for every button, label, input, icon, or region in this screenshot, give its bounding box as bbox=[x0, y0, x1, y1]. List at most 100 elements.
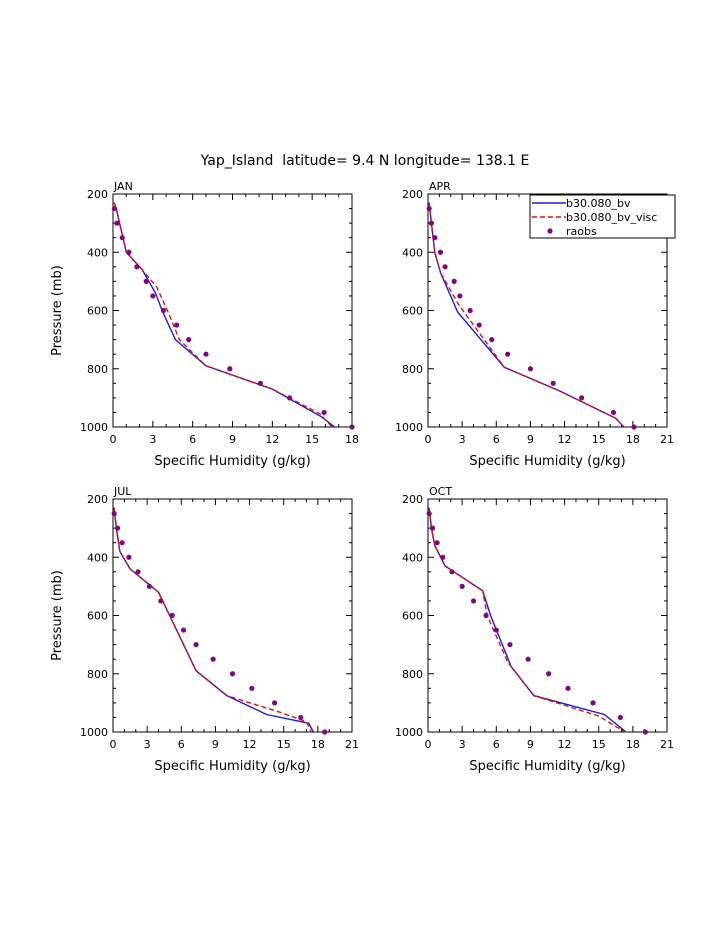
raobs-point bbox=[321, 409, 327, 416]
x-tick-label: 0 bbox=[110, 433, 117, 446]
raobs-point bbox=[437, 249, 444, 255]
raobs-point bbox=[114, 525, 121, 531]
legend-label: b30.080_bv_visc bbox=[566, 211, 657, 224]
raobs-point bbox=[546, 671, 552, 677]
raobs-point bbox=[272, 700, 278, 706]
raobs-point bbox=[322, 729, 328, 735]
x-tick-label: 3 bbox=[459, 433, 466, 446]
raobs-point bbox=[160, 307, 167, 314]
x-tick-label: 21 bbox=[345, 738, 359, 751]
y-axis-label: Pressure (mb) bbox=[50, 570, 65, 661]
raobs-point bbox=[249, 685, 255, 691]
raobs-point bbox=[111, 205, 117, 212]
panel-title: JAN bbox=[113, 180, 133, 193]
x-tick-label: 21 bbox=[660, 738, 674, 751]
panel-title: JUL bbox=[113, 485, 132, 498]
y-tick-label: 400 bbox=[87, 551, 108, 564]
y-tick-label: 600 bbox=[87, 610, 108, 623]
raobs-point bbox=[467, 307, 473, 314]
raobs-point bbox=[642, 729, 648, 735]
x-tick-label: 6 bbox=[178, 738, 185, 751]
y-tick-label: 400 bbox=[402, 551, 423, 564]
raobs-point bbox=[143, 278, 149, 284]
raobs-point bbox=[489, 337, 495, 343]
series-line-b30-080-bv bbox=[113, 507, 314, 733]
panel-oct: 0 3 6 9 12 15 18 21 200 400 600 800 1000 OCT Specific … bbox=[395, 485, 674, 774]
series-line-b30-080-bv-visc bbox=[428, 202, 625, 428]
raobs-point bbox=[525, 656, 531, 662]
raobs-point bbox=[286, 395, 293, 401]
x-tick-label: 12 bbox=[558, 738, 572, 751]
y-tick-label: 200 bbox=[87, 493, 108, 506]
raobs-point bbox=[590, 700, 596, 706]
raobs-point bbox=[126, 249, 132, 255]
raobs-point bbox=[169, 612, 175, 619]
y-tick-label: 400 bbox=[402, 246, 423, 259]
raobs-point bbox=[429, 525, 436, 531]
x-tick-label: 9 bbox=[527, 433, 534, 446]
raobs-point bbox=[507, 642, 513, 648]
x-tick-label: 0 bbox=[425, 738, 432, 751]
y-tick-label: 200 bbox=[402, 188, 423, 201]
x-axis-label: Specific Humidity (g/kg) bbox=[154, 454, 310, 469]
x-tick-label: 3 bbox=[149, 433, 156, 446]
series-line-b30-080-bv-visc bbox=[113, 202, 333, 428]
x-axis-label: Specific Humidity (g/kg) bbox=[154, 759, 310, 774]
raobs-point bbox=[134, 264, 140, 270]
x-tick-label: 6 bbox=[493, 738, 500, 751]
x-tick-label: 3 bbox=[459, 738, 466, 751]
raobs-point bbox=[483, 612, 489, 619]
y-tick-label: 800 bbox=[87, 668, 108, 681]
raobs-point bbox=[193, 642, 199, 648]
x-tick-label: 9 bbox=[229, 433, 236, 446]
raobs-point bbox=[449, 569, 455, 575]
raobs-point bbox=[426, 205, 432, 212]
raobs-point bbox=[493, 627, 499, 633]
raobs-point bbox=[146, 583, 153, 589]
plot-frame bbox=[112, 193, 353, 428]
x-tick-label: 0 bbox=[425, 433, 432, 446]
x-tick-label: 12 bbox=[265, 433, 279, 446]
legend-marker-dot bbox=[547, 228, 553, 234]
raobs-point bbox=[135, 569, 141, 575]
y-tick-label: 600 bbox=[87, 305, 108, 318]
y-tick-label: 1000 bbox=[395, 726, 423, 739]
raobs-point bbox=[470, 598, 477, 604]
raobs-point bbox=[349, 424, 355, 430]
y-tick-label: 200 bbox=[87, 188, 108, 201]
raobs-point bbox=[119, 540, 125, 546]
raobs-point bbox=[180, 627, 187, 633]
y-tick-label: 400 bbox=[87, 246, 108, 259]
raobs-point bbox=[150, 293, 156, 299]
raobs-point bbox=[434, 540, 440, 546]
x-tick-label: 6 bbox=[493, 433, 500, 446]
x-tick-label: 18 bbox=[626, 433, 640, 446]
raobs-point bbox=[428, 220, 435, 226]
series-line-b30-080-bv bbox=[428, 507, 627, 733]
raobs-point bbox=[158, 598, 164, 604]
legend-label: raobs bbox=[566, 225, 597, 238]
x-tick-label: 21 bbox=[660, 433, 674, 446]
x-tick-label: 18 bbox=[311, 738, 325, 751]
raobs-point bbox=[579, 395, 585, 401]
raobs-point bbox=[210, 656, 216, 662]
raobs-point bbox=[617, 714, 623, 721]
raobs-point bbox=[174, 322, 180, 328]
x-tick-label: 15 bbox=[592, 738, 606, 751]
series-line-b30-080-bv bbox=[113, 202, 336, 428]
x-tick-label: 9 bbox=[212, 738, 219, 751]
plot-frame bbox=[427, 498, 668, 733]
raobs-point bbox=[186, 337, 192, 343]
x-tick-label: 18 bbox=[345, 433, 359, 446]
x-tick-label: 18 bbox=[626, 738, 640, 751]
x-tick-label: 12 bbox=[243, 738, 257, 751]
x-tick-label: 12 bbox=[558, 433, 572, 446]
y-tick-label: 600 bbox=[402, 305, 423, 318]
x-tick-label: 9 bbox=[527, 738, 534, 751]
raobs-point bbox=[298, 714, 304, 721]
raobs-point bbox=[114, 220, 120, 226]
raobs-point bbox=[610, 409, 617, 416]
raobs-point bbox=[432, 235, 438, 241]
